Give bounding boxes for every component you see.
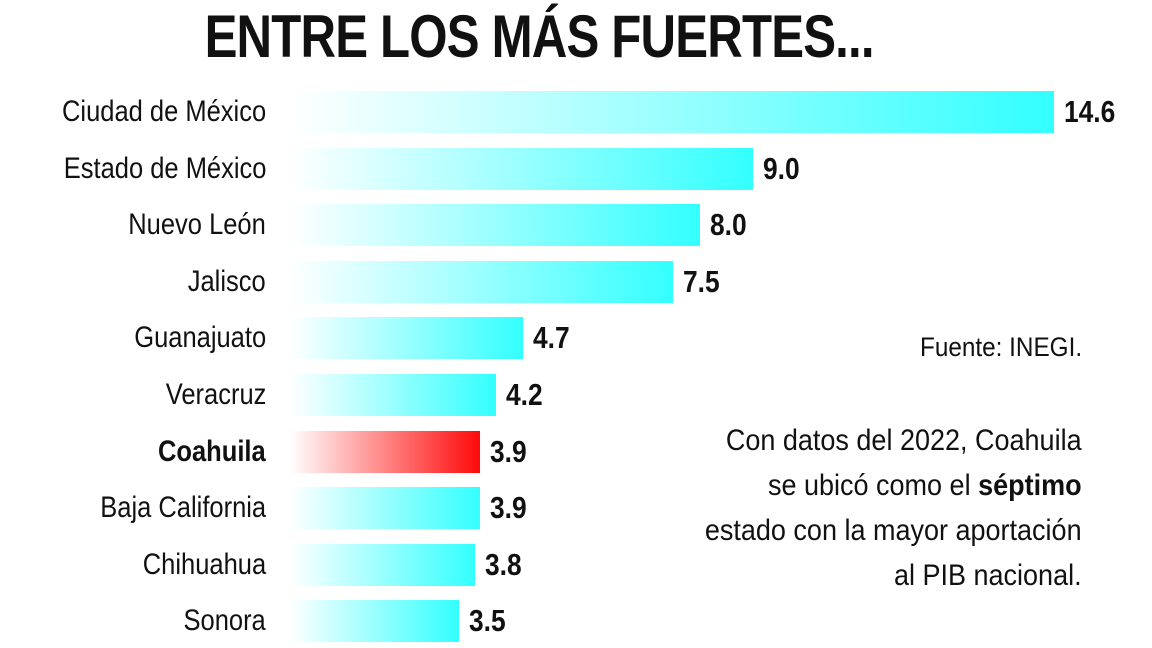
category-label: Coahuila xyxy=(158,434,266,468)
bar xyxy=(290,147,754,190)
note-emphasis: séptimo xyxy=(978,469,1082,502)
bar xyxy=(290,317,523,360)
bar xyxy=(290,204,700,247)
category-label: Guanajuato xyxy=(134,321,266,355)
value-label: 9.0 xyxy=(763,150,801,186)
value-label: 4.7 xyxy=(532,320,570,356)
category-label: Baja California xyxy=(100,491,266,525)
bar-highlight xyxy=(290,430,481,473)
value-label: 4.2 xyxy=(506,377,543,412)
value-label: 3.5 xyxy=(468,603,506,639)
source-note: Fuente: INEGI. xyxy=(919,332,1082,362)
category-label: Jalisco xyxy=(188,264,266,298)
category-label: Estado de México xyxy=(63,151,266,185)
category-label: Veracruz xyxy=(165,378,266,411)
bar xyxy=(290,487,481,530)
note-line: estado con la mayor aportación xyxy=(705,514,1082,547)
category-label: Ciudad de México xyxy=(61,95,266,128)
value-label: 7.5 xyxy=(683,263,720,299)
note-line: Con datos del 2022, Coahuila xyxy=(726,424,1082,457)
note-line: al PIB nacional. xyxy=(894,559,1082,592)
bar xyxy=(290,260,673,303)
chart-title: ENTRE LOS MÁS FUERTES... xyxy=(204,3,875,70)
note-line: se ubicó como el xyxy=(768,469,979,502)
value-label: 3.8 xyxy=(484,546,522,582)
bar xyxy=(290,543,475,586)
value-label: 8.0 xyxy=(709,207,747,243)
value-label: 3.9 xyxy=(490,490,527,526)
bar xyxy=(290,600,459,643)
bar xyxy=(290,91,1054,133)
category-label: Sonora xyxy=(183,604,266,638)
value-label: 14.6 xyxy=(1063,94,1115,129)
value-label: 3.9 xyxy=(490,433,527,469)
category-label: Nuevo León xyxy=(128,208,266,242)
bar xyxy=(290,374,497,416)
annotation: Con datos del 2022, Coahuila se ubicó co… xyxy=(705,418,1082,598)
category-label: Chihuahua xyxy=(142,547,266,581)
